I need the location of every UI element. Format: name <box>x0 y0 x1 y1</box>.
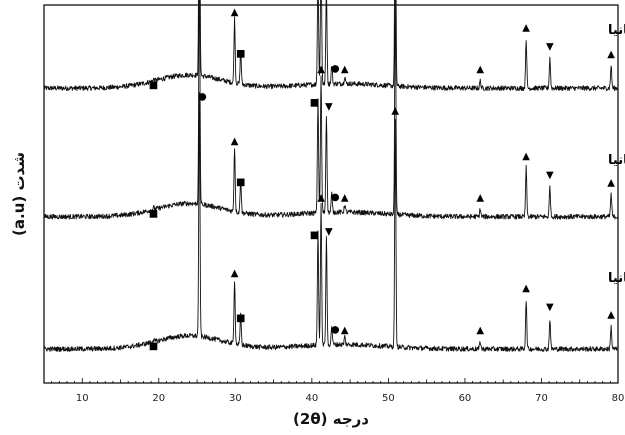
peak-marker-square: ■ <box>310 98 319 109</box>
peak-marker-circle: ● <box>198 91 207 102</box>
peak-marker-triangle-up: ▲ <box>231 136 239 147</box>
peak-marker-square: ■ <box>236 48 245 59</box>
peak-marker-triangle-up: ▲ <box>391 106 399 117</box>
x-axis-ticks: 10 20 30 40 50 60 70 80 <box>43 378 625 404</box>
peak-marker-triangle-up: ▲ <box>341 325 349 336</box>
series-label: نیم درصد وزنی نانوتیتانیا <box>608 153 625 168</box>
peak-marker-square: ■ <box>149 341 158 352</box>
peak-marker-triangle-up: ▲ <box>607 49 615 60</box>
peak-marker-triangle-up: ▲ <box>476 192 484 203</box>
peak-marker-triangle-up: ▲ <box>607 310 615 321</box>
y-axis-title: شدت (a.u) <box>10 152 28 236</box>
peak-marker-triangle-up: ▲ <box>476 325 484 336</box>
peak-marker-circle: ● <box>331 192 340 203</box>
peak-marker-triangle-up: ▲ <box>522 22 530 33</box>
series-labels: یک درصد وزنی نانوتیتانیا نیم درصد وزنی نا… <box>608 23 625 286</box>
peak-marker-triangle-up: ▲ <box>341 192 349 203</box>
peak-marker-triangle-up: ▲ <box>522 151 530 162</box>
x-axis-title: درجه (2θ) <box>293 410 369 428</box>
x-tick-label: 30 <box>229 393 242 404</box>
peak-marker-triangle-down: ▼ <box>325 102 333 113</box>
peak-markers: ■●▲■■▲▼●▲▲▲▲▼▲■●▲■■▲▼●▲▲▲▲▼▲■●▲■■▲▼●▲▲▲▲… <box>149 7 616 352</box>
x-tick-label: 60 <box>459 393 472 404</box>
peak-marker-square: ■ <box>149 80 158 91</box>
x-tick-label: 80 <box>612 393 625 404</box>
peak-marker-circle: ● <box>331 324 340 335</box>
series-label: یک درصد وزنی نانوتیتانیا <box>608 23 625 38</box>
peak-marker-triangle-up: ▲ <box>231 268 239 279</box>
peak-marker-square: ■ <box>236 313 245 324</box>
peak-marker-square: ■ <box>310 230 319 241</box>
peak-marker-triangle-up: ▲ <box>231 7 239 18</box>
peak-marker-triangle-down: ▼ <box>546 41 554 52</box>
peak-marker-square: ■ <box>149 209 158 220</box>
x-tick-label: 40 <box>305 393 318 404</box>
x-tick-label: 20 <box>152 393 165 404</box>
x-tick-label: 50 <box>382 393 395 404</box>
series-line <box>43 0 619 92</box>
peak-marker-triangle-up: ▲ <box>317 192 325 203</box>
peak-marker-triangle-up: ▲ <box>522 283 530 294</box>
peak-marker-square: ■ <box>236 177 245 188</box>
peak-marker-triangle-up: ▲ <box>341 64 349 75</box>
peak-marker-triangle-up: ▲ <box>607 177 615 188</box>
series-label: صفر درصد وزنی نانوتیتانیا <box>608 271 625 286</box>
series-line <box>43 91 619 352</box>
peak-marker-triangle-up: ▲ <box>476 64 484 75</box>
x-tick-label: 10 <box>76 393 89 404</box>
peak-marker-triangle-up: ▲ <box>317 64 325 75</box>
series-line <box>43 0 619 220</box>
peak-marker-circle: ● <box>331 64 340 75</box>
x-tick-label: 70 <box>535 393 548 404</box>
peak-marker-triangle-down: ▼ <box>325 226 333 237</box>
peak-marker-triangle-down: ▼ <box>546 170 554 181</box>
series-lines <box>43 0 619 352</box>
peak-marker-triangle-down: ▼ <box>546 302 554 313</box>
plot-frame <box>43 4 619 384</box>
